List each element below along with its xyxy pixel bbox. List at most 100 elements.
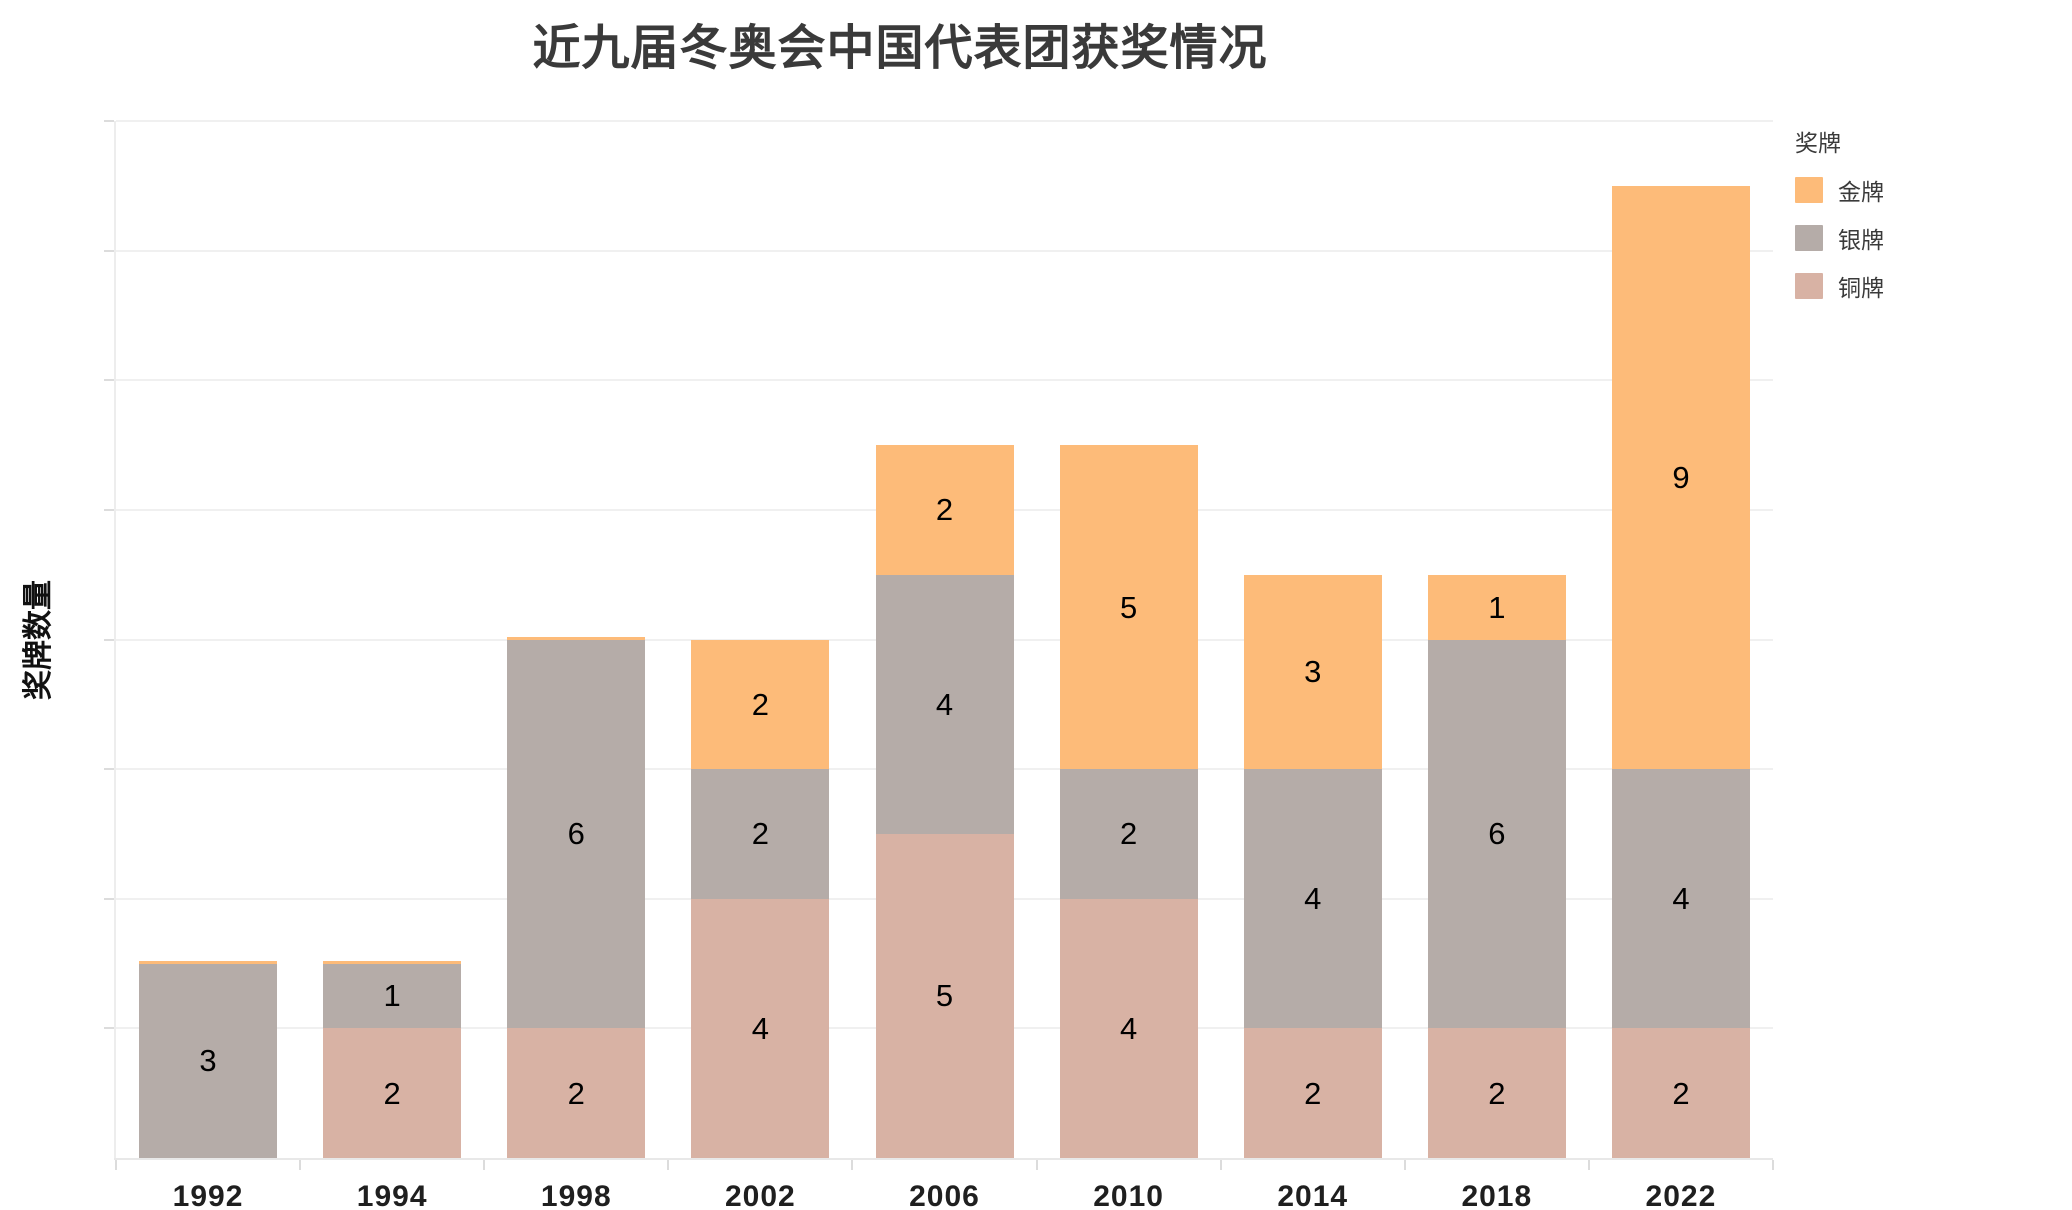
gridline: [116, 379, 1773, 382]
x-tick-label-2002: 2002: [725, 1180, 796, 1210]
y-axis-tick: [104, 638, 114, 641]
bar-segment-bronze-2006[interactable]: 5: [875, 833, 1014, 1158]
bar-value-label: 5: [935, 978, 954, 1014]
y-axis-tick: [104, 897, 114, 900]
y-axis-tick: [104, 1027, 114, 1030]
legend-swatch-gold: [1795, 177, 1823, 203]
plot-area: 3 1992 2 1 1994 2 6 1998 4 2 2 2002 5 4 2 2006 4 2 5 2010 2 4…: [104, 120, 1774, 1210]
bar-value-label: 2: [383, 1075, 401, 1111]
legend-label-bronze: 铜牌: [1838, 275, 1884, 301]
x-axis-line: [114, 1158, 1773, 1160]
bar-2002: 4 2 2: [691, 121, 830, 1158]
bar-segment-silver-1998[interactable]: 6: [507, 639, 646, 1029]
y-axis-tick: [104, 768, 114, 771]
bar-value-label: 4: [935, 686, 954, 722]
bar-value-label: 4: [1119, 1010, 1138, 1046]
bar-segment-silver-1994[interactable]: 1: [323, 963, 462, 1029]
bar-value-label: 1: [1488, 589, 1506, 625]
x-axis-tick: [1219, 1160, 1222, 1170]
bar-segment-gold-2022[interactable]: 9: [1611, 185, 1750, 770]
bar-segment-bronze-2022[interactable]: 2: [1611, 1028, 1750, 1158]
bar-value-label: 6: [1488, 816, 1506, 852]
bar-value-label: 2: [1488, 1075, 1506, 1111]
bar-segment-silver-1992[interactable]: 3: [139, 963, 278, 1158]
bar-segment-bronze-2014[interactable]: 2: [1243, 1028, 1382, 1158]
x-tick-label-2006: 2006: [909, 1180, 980, 1210]
bar-value-label: 4: [1304, 881, 1322, 917]
legend-title: 奖牌: [1795, 130, 1841, 156]
bar-2022: 2 4 9: [1611, 121, 1750, 1158]
legend-items: 金牌银牌铜牌: [1795, 173, 1884, 303]
x-tick-label-1994: 1994: [356, 1180, 428, 1210]
bar-1992: 3: [139, 121, 278, 1158]
x-axis-tick: [1772, 1160, 1774, 1170]
bar-value-label: 3: [199, 1043, 217, 1079]
bar-segment-silver-2010[interactable]: 2: [1059, 769, 1198, 899]
bar-segment-silver-2006[interactable]: 4: [875, 574, 1014, 834]
y-axis-tick: [104, 249, 114, 252]
x-tick-label-1992: 1992: [172, 1180, 244, 1210]
bar-2010: 4 2 5: [1059, 121, 1198, 1158]
bar-value-label: 2: [751, 686, 769, 722]
bar-segment-gold-1992[interactable]: [139, 960, 278, 964]
bar-2014: 2 4 3: [1243, 121, 1382, 1158]
legend-item-bronze[interactable]: 铜牌: [1795, 269, 1884, 303]
bar-segment-silver-2022[interactable]: 4: [1611, 769, 1750, 1029]
bar-segment-bronze-2002[interactable]: 4: [691, 898, 830, 1158]
bar-value-label: 2: [751, 816, 769, 852]
bar-segment-bronze-1994[interactable]: 2: [323, 1028, 462, 1158]
bar-value-label: 3: [1304, 654, 1322, 690]
x-axis-tick: [667, 1160, 670, 1170]
bar-segment-gold-2002[interactable]: 2: [691, 639, 830, 770]
bar-2018: 2 6 1: [1427, 121, 1566, 1158]
bar-segment-silver-2002[interactable]: 2: [691, 769, 830, 899]
x-axis-tick: [115, 1160, 117, 1170]
bar-segment-bronze-2010[interactable]: 4: [1059, 898, 1198, 1158]
bar-value-label: 2: [935, 492, 954, 528]
bar-value-label: 5: [1119, 589, 1138, 625]
bar-segment-silver-2014[interactable]: 4: [1243, 769, 1382, 1029]
y-axis-tick: [104, 508, 114, 511]
bar-2006: 5 4 2: [875, 121, 1014, 1158]
legend-item-gold[interactable]: 金牌: [1795, 173, 1884, 207]
x-tick-label-2014: 2014: [1277, 1180, 1349, 1210]
gridline: [116, 120, 1773, 122]
bar-segment-gold-2018[interactable]: 1: [1427, 574, 1566, 640]
bar-value-label: 2: [567, 1075, 585, 1111]
bar-segment-gold-2006[interactable]: 2: [875, 445, 1014, 575]
bar-value-label: 9: [1672, 459, 1690, 495]
y-axis-tick: [104, 379, 114, 382]
x-axis-tick: [1403, 1160, 1406, 1170]
bar-segment-silver-2018[interactable]: 6: [1427, 639, 1566, 1029]
bar-value-label: 4: [1672, 881, 1690, 917]
bar-segment-bronze-1998[interactable]: 2: [507, 1028, 646, 1158]
bar-value-label: 2: [1119, 816, 1138, 852]
bar-segment-gold-1994[interactable]: [323, 960, 462, 964]
legend-swatch-bronze: [1795, 273, 1823, 299]
x-axis-tick: [1035, 1160, 1038, 1170]
x-tick-label-2018: 2018: [1461, 1180, 1533, 1210]
legend-label-gold: 金牌: [1838, 179, 1884, 205]
legend-swatch-silver: [1795, 225, 1823, 251]
x-axis-tick: [1587, 1160, 1590, 1170]
x-tick-label-2022: 2022: [1645, 1180, 1717, 1210]
legend-item-silver[interactable]: 银牌: [1795, 221, 1884, 255]
x-tick-label-2010: 2010: [1093, 1180, 1164, 1210]
y-axis-title: 奖牌数量: [22, 579, 55, 700]
legend: 奖牌 金牌银牌铜牌: [1795, 124, 1884, 317]
bar-segment-gold-1998[interactable]: [507, 636, 646, 640]
x-tick-label-1998: 1998: [540, 1180, 612, 1210]
bar-segment-bronze-2018[interactable]: 2: [1427, 1028, 1566, 1158]
x-axis-tick: [851, 1160, 854, 1170]
bar-value-label: 2: [1304, 1075, 1322, 1111]
y-axis-tick: [104, 120, 114, 122]
bar-segment-gold-2014[interactable]: 3: [1243, 574, 1382, 770]
gridline: [116, 249, 1773, 252]
bar-value-label: 6: [567, 816, 585, 852]
bar-value-label: 4: [751, 1010, 769, 1046]
chart-title: 近九届冬奥会中国代表团获奖情况: [532, 22, 1268, 75]
bar-segment-gold-2010[interactable]: 5: [1059, 445, 1198, 770]
y-axis-title-container: 奖牌数量: [8, 121, 62, 1158]
